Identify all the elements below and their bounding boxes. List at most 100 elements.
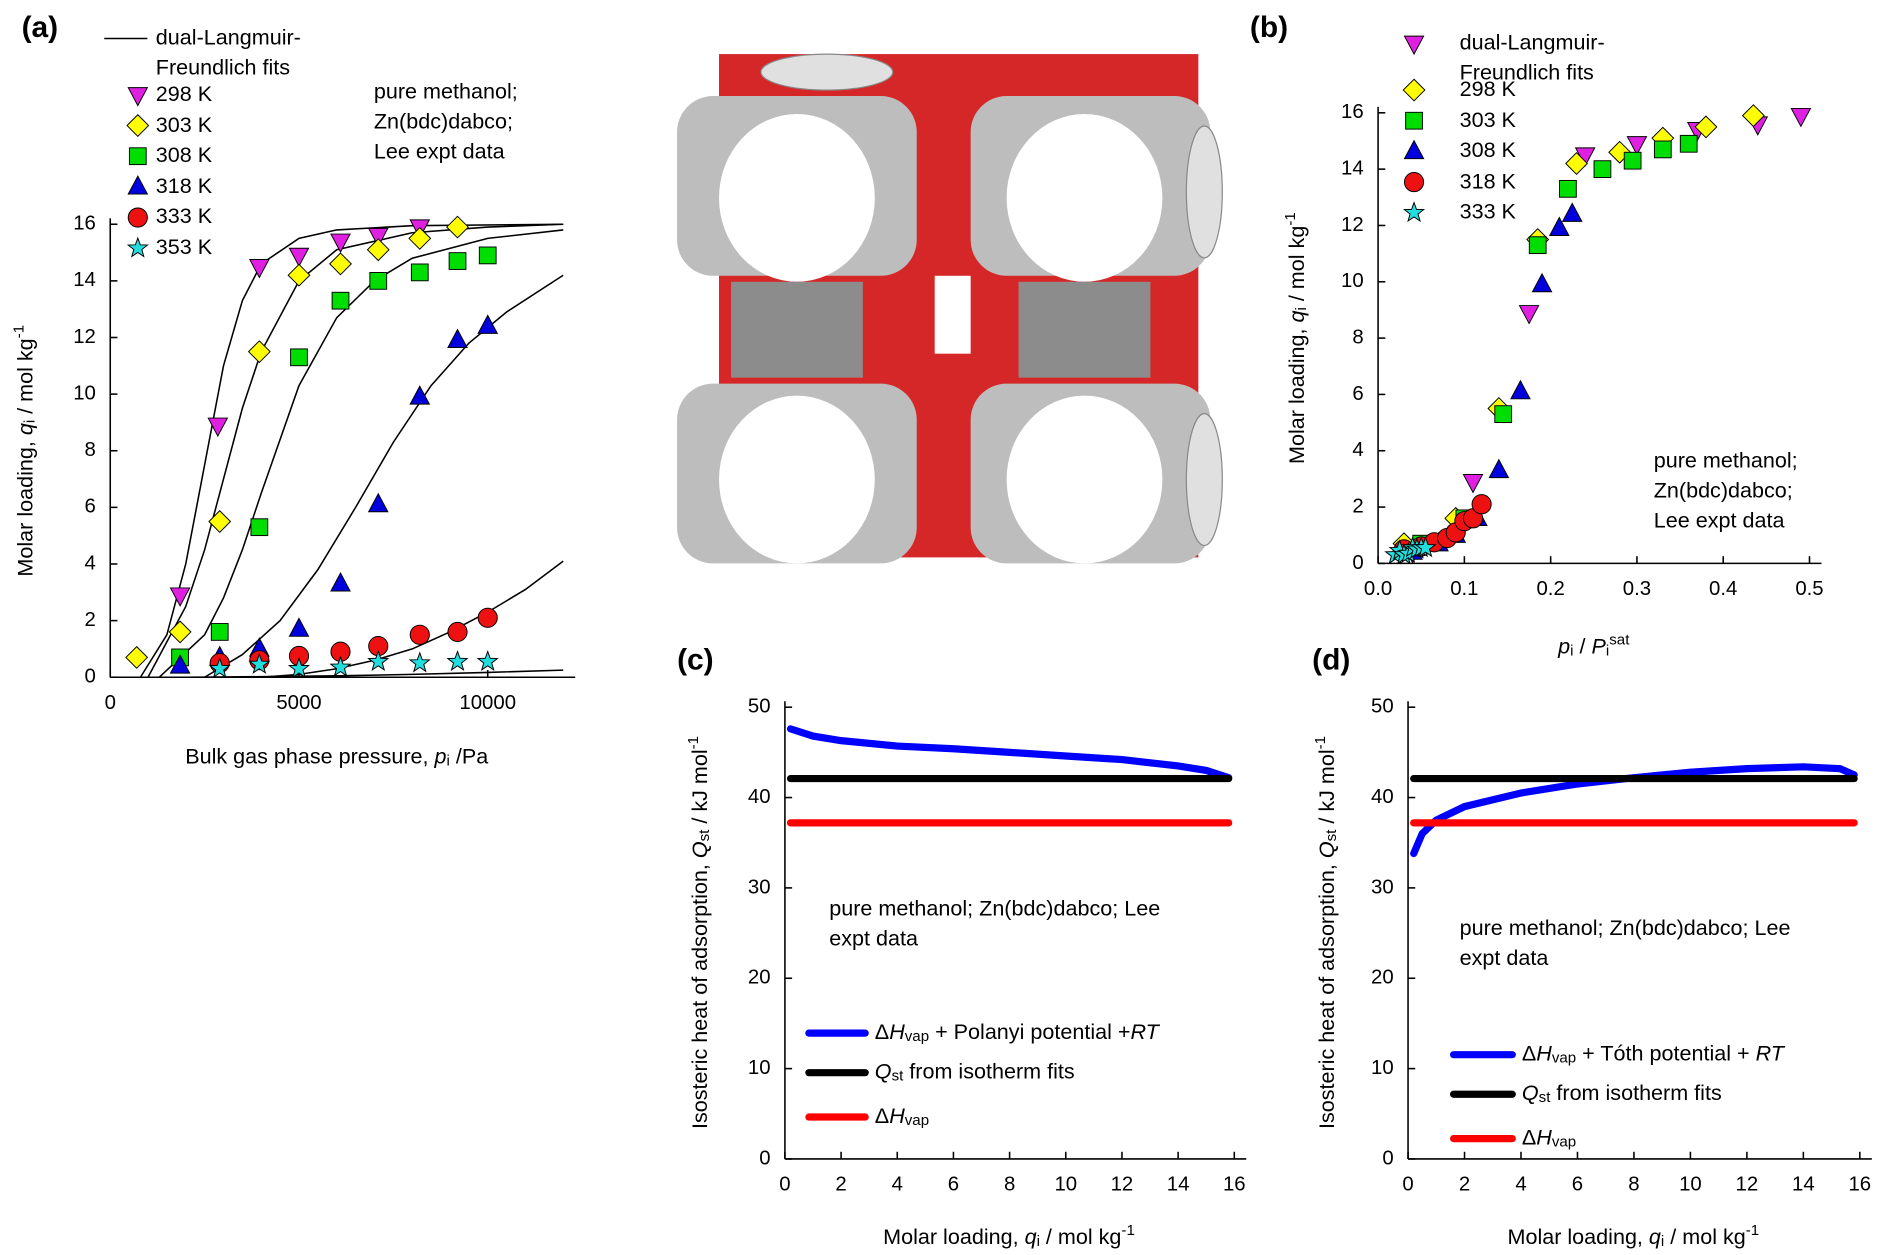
marker xyxy=(408,651,431,673)
x-tick-label: 10 xyxy=(1054,1174,1077,1196)
legend-marker xyxy=(1403,172,1425,193)
marker xyxy=(366,238,390,262)
y-axis-title-part: q xyxy=(1284,311,1309,323)
marker xyxy=(125,645,149,669)
marker xyxy=(448,252,467,270)
legend-label: 303 K xyxy=(1459,107,1516,132)
annotation: pure methanol; Zn(bdc)dabco; Lee expt da… xyxy=(373,79,518,164)
marker xyxy=(1790,107,1812,128)
legend-label-part: vap xyxy=(1552,1133,1576,1150)
legend-label-part: H xyxy=(889,1103,905,1128)
x-tick-label: 2 xyxy=(1459,1174,1470,1196)
x-axis-title: Molar loading, qi / mol kg-1 xyxy=(883,1222,1135,1250)
legend-label-part: H xyxy=(1536,1040,1552,1065)
legend-label: ΔHvap xyxy=(875,1103,929,1129)
marker xyxy=(1653,140,1672,159)
x-axis-title-part: i xyxy=(1570,642,1573,659)
annotation: pure methanol; Zn(bdc)dabco; Lee expt da… xyxy=(829,896,1161,951)
legend-label: 318 K xyxy=(155,173,213,198)
marker xyxy=(331,291,350,310)
legend-label: 333 K xyxy=(156,204,212,228)
legend-label: 318 K xyxy=(155,173,213,198)
y-tick-label: 20 xyxy=(1371,967,1394,989)
x-tick-label: 0 xyxy=(1402,1174,1413,1196)
legend-label-part: Δ xyxy=(1522,1040,1536,1065)
annotation: pure methanol; Zn(bdc)dabco; Lee expt da… xyxy=(1460,916,1791,970)
legend-marker xyxy=(1405,111,1423,130)
y-axis-title-part: -1 xyxy=(1312,736,1329,749)
legend-label: Qst from isotherm fits xyxy=(875,1058,1075,1084)
legend-marker xyxy=(127,175,149,195)
y-axis-title: Molar loading, qi / mol kg-1 xyxy=(1282,212,1310,464)
legend-label-part: Δ xyxy=(875,1103,889,1128)
y-tick-label: 12 xyxy=(1341,214,1364,236)
annotation: pure methanol; Zn(bdc)dabco; Lee expt da… xyxy=(829,896,1161,951)
legend-label: 303 K xyxy=(155,112,213,137)
legend-label: 308 K xyxy=(156,143,212,167)
x-axis-title-part: p xyxy=(434,743,447,768)
y-axis-title-part: -1 xyxy=(1282,212,1299,225)
x-tick-label: 0.4 xyxy=(1709,578,1737,600)
marker xyxy=(1561,202,1583,222)
x-axis-title-part: i xyxy=(1037,1233,1040,1250)
legend-label: 298 K xyxy=(1459,76,1516,101)
y-axis-title-part: i xyxy=(1293,307,1310,310)
marker xyxy=(1488,458,1510,479)
y-tick-label: 6 xyxy=(85,496,96,518)
x-tick-label: 5000 xyxy=(276,692,321,714)
marker xyxy=(1471,494,1492,515)
annotation: pure methanol; Zn(bdc)dabco; Lee expt da… xyxy=(1653,448,1798,533)
marker xyxy=(288,617,310,637)
legend-label-part: Δ xyxy=(1522,1124,1536,1149)
y-axis-title-part: Q xyxy=(1313,841,1338,858)
y-axis-title-part: st xyxy=(696,829,713,842)
marker xyxy=(447,621,468,642)
legend-label: 298 K xyxy=(1459,76,1516,101)
x-tick-label: 16 xyxy=(1848,1174,1871,1196)
marker xyxy=(287,263,311,287)
x-axis-title-part: i xyxy=(1606,642,1609,659)
marker xyxy=(250,518,269,537)
y-tick-label: 50 xyxy=(1371,696,1394,718)
legend-label-part: st xyxy=(892,1067,905,1084)
x-axis-title: Molar loading, qi / mol kg-1 xyxy=(1507,1222,1759,1250)
y-tick-label: 0 xyxy=(85,666,96,688)
y-axis-title-part: / kJ mol xyxy=(687,749,712,829)
y-tick-label: 0 xyxy=(759,1147,770,1169)
y-axis-title-part: / mol kg xyxy=(1284,226,1309,307)
marker xyxy=(1494,405,1513,424)
marker xyxy=(288,247,310,268)
x-tick-label: 8 xyxy=(1628,1174,1639,1196)
marker xyxy=(290,348,308,367)
marker xyxy=(1518,305,1540,325)
x-axis-title: pi / Pisat xyxy=(1557,632,1630,660)
x-tick-label: 14 xyxy=(1167,1174,1190,1196)
marker xyxy=(1626,136,1648,156)
x-tick-label: 12 xyxy=(1736,1174,1759,1196)
x-tick-label: 0 xyxy=(779,1174,790,1196)
marker xyxy=(329,655,352,677)
x-tick-label: 6 xyxy=(948,1174,959,1196)
marker xyxy=(409,624,430,645)
marker xyxy=(367,650,390,672)
marker xyxy=(1414,536,1437,558)
marker xyxy=(208,657,231,679)
y-axis-title-part: Isosteric heat of adsorption, xyxy=(687,858,712,1129)
y-tick-label: 40 xyxy=(1371,786,1394,808)
y-tick-label: 30 xyxy=(748,876,771,898)
x-tick-label: 0 xyxy=(105,692,116,714)
annotation: pure methanol; Zn(bdc)dabco; Lee expt da… xyxy=(373,79,518,164)
legend-label: dual-Langmuir-Freundlich fits xyxy=(1459,30,1605,85)
legend-label: ΔHvap xyxy=(1522,1124,1576,1150)
marker xyxy=(210,623,229,641)
legend-marker xyxy=(127,87,149,107)
legend-label: 318 K xyxy=(1460,169,1516,193)
y-tick-label: 8 xyxy=(85,439,96,461)
panel-label: (c) xyxy=(677,644,714,677)
y-axis-title-part: st xyxy=(1322,829,1339,842)
y-axis-title-part: Molar loading, xyxy=(12,435,37,576)
legend-marker xyxy=(127,207,148,228)
y-axis-title-part: Q xyxy=(687,841,712,858)
x-tick-label: 0.0 xyxy=(1364,578,1392,600)
